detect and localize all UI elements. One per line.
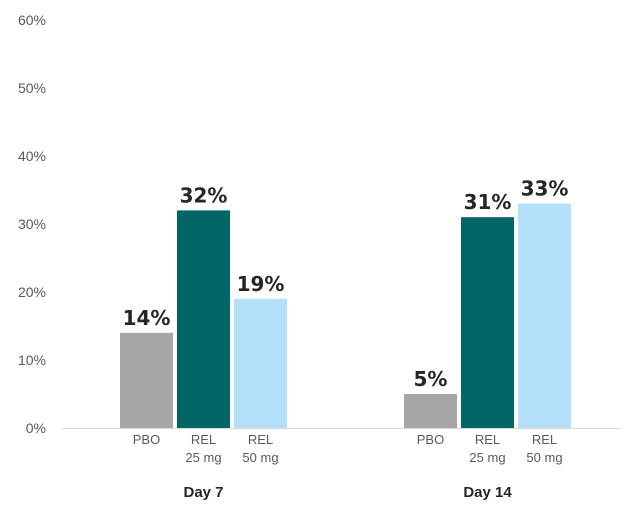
category-label: 50 mg [526,450,562,465]
category-label: REL [532,432,557,447]
bar [518,203,571,428]
category-label: PBO [417,432,444,447]
y-tick-label: 40% [18,148,46,164]
y-tick-label: 10% [18,352,46,368]
category-label: REL [191,432,216,447]
y-tick-label: 50% [18,80,46,96]
y-tick-label: 0% [26,420,46,436]
category-label: REL [248,432,273,447]
data-label: 32% [180,183,228,207]
group-label: Day 14 [463,484,512,501]
category-label: PBO [133,432,160,447]
bar [177,210,230,428]
category-label: 25 mg [185,450,221,465]
category-label: REL [475,432,500,447]
bar [404,394,457,428]
data-label: 14% [123,306,171,330]
y-tick-label: 20% [18,284,46,300]
y-tick-label: 30% [18,216,46,232]
category-label: 50 mg [242,450,278,465]
data-label: 5% [414,367,448,391]
bar [234,298,287,428]
category-label: 25 mg [469,450,505,465]
data-label: 33% [521,177,569,201]
y-tick-label: 60% [18,12,46,28]
bar [120,332,173,428]
data-label: 31% [464,190,512,214]
bar [461,217,514,428]
data-label: 19% [237,272,285,296]
group-label: Day 7 [183,484,223,501]
